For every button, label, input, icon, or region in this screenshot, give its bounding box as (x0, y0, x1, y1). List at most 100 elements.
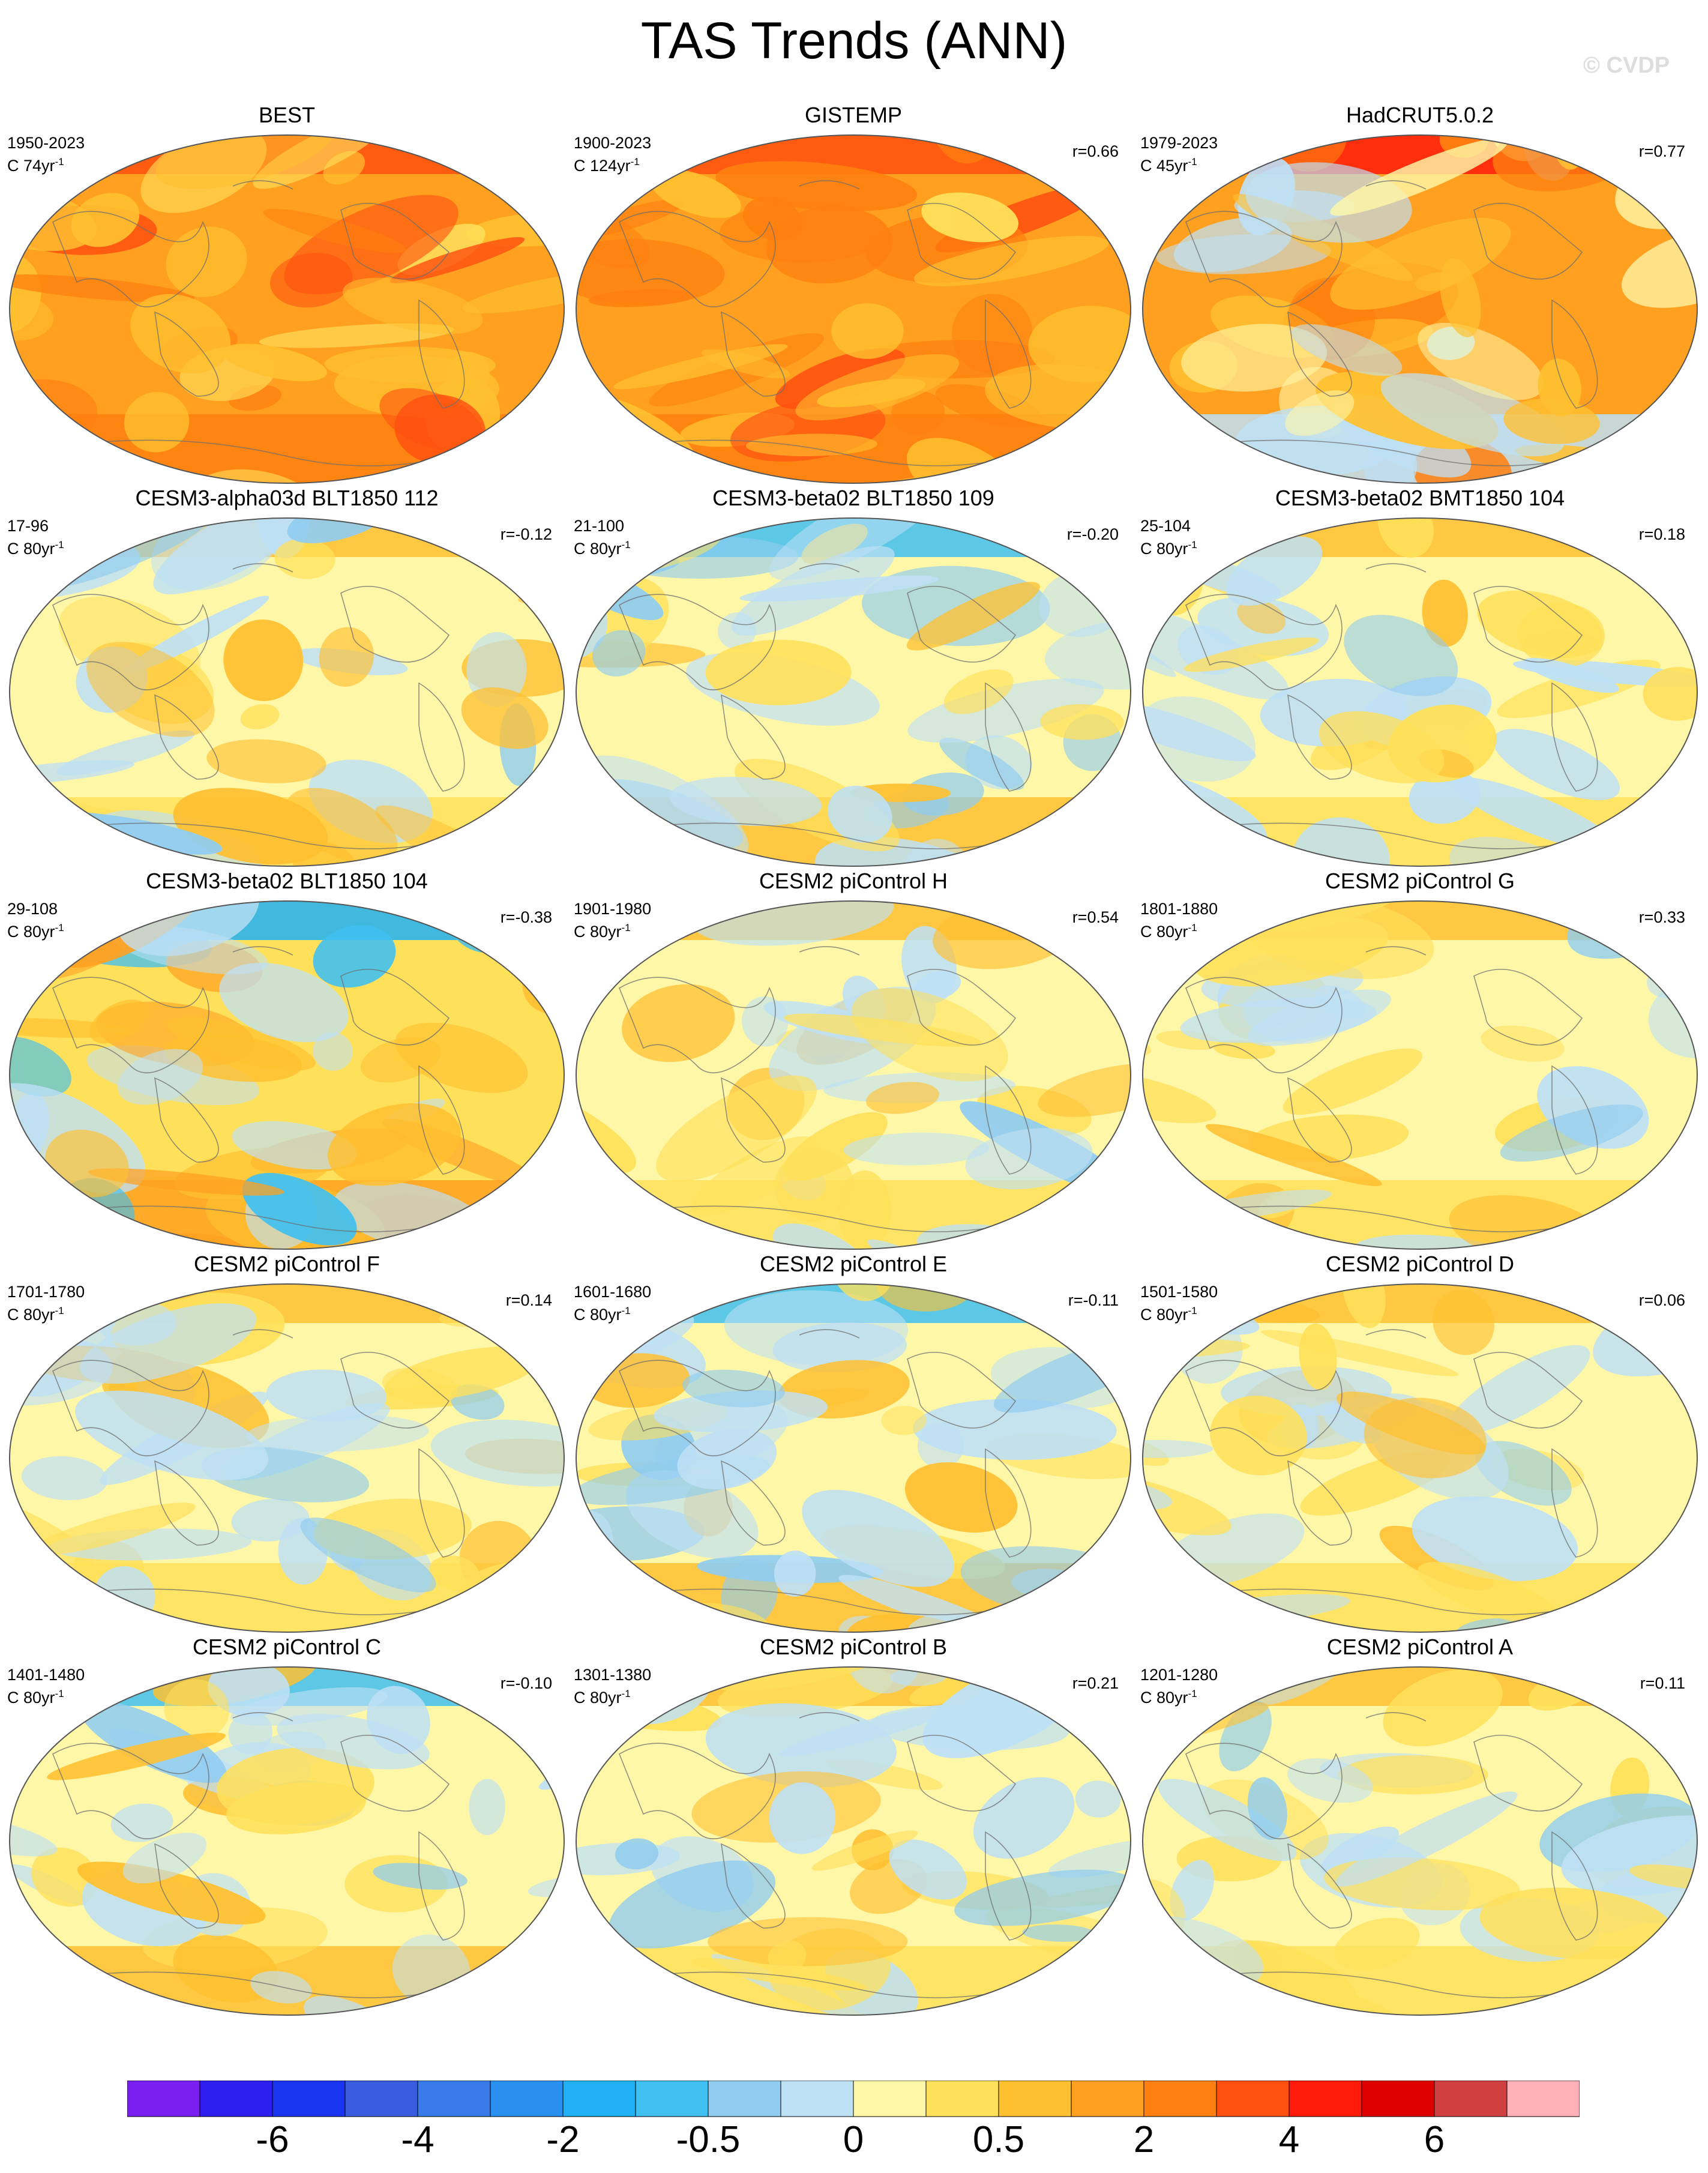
panel-title: CESM2 piControl G (1325, 869, 1515, 893)
map-contour-region (80, 1303, 257, 1384)
map-boundary (9, 900, 565, 1250)
coastline (1473, 203, 1583, 280)
map-contour-region (783, 1013, 982, 1047)
coastline (418, 682, 465, 792)
panel-rate: C 80yr-1 (574, 1305, 631, 1324)
map-contour-region (324, 346, 496, 383)
world-map (576, 1283, 1131, 1633)
map-boundary (576, 1666, 1131, 2016)
map-contour-region (10, 294, 54, 341)
map-contour-region (10, 1971, 19, 2015)
coastline (418, 1448, 465, 1558)
panel-correlation: r=0.21 (1072, 1674, 1119, 1692)
map-contour-region (538, 1743, 564, 1790)
coastline (1551, 1065, 1598, 1175)
map-contour-region (917, 1422, 964, 1469)
map-contour-region (1245, 162, 1412, 243)
map-contour-region (613, 344, 788, 390)
colorbar-swatch (780, 2081, 854, 2117)
map-contour-region (1040, 704, 1124, 740)
panel-years: 17-96 (7, 517, 49, 535)
map-contour-region (1144, 901, 1186, 942)
map-contour-region (313, 1032, 353, 1071)
map-contour-region (783, 1112, 888, 1181)
map-contour-region (461, 687, 549, 749)
panel-correlation: r=0.06 (1638, 1291, 1685, 1309)
panel-title: BEST (258, 103, 316, 127)
map-contour-region (1418, 322, 1544, 400)
map-contour-region (1344, 615, 1458, 696)
panel-rate: C 80yr-1 (7, 1305, 64, 1324)
map-contour-region (1144, 1240, 1265, 1249)
coastline (340, 1735, 450, 1812)
world-map (9, 1283, 565, 1633)
map-contour-region (1065, 135, 1131, 169)
map-contour-region (609, 1860, 776, 1949)
map-contour-region (1138, 1151, 1150, 1233)
map-contour-region (739, 575, 939, 602)
coastline (154, 1460, 219, 1546)
colorbar-swatch (853, 2081, 927, 2117)
colorbar-swatch (635, 2081, 709, 2117)
map-contour-region (1261, 1330, 1459, 1376)
panel-title: GISTEMP (804, 103, 903, 127)
map-contour-region (328, 1103, 461, 1186)
map-contour-region (1409, 768, 1480, 824)
map-contour-region (155, 135, 335, 189)
world-map (9, 1666, 565, 2016)
coastline (1473, 1352, 1583, 1429)
world-map (576, 900, 1131, 1250)
panel-years: 1801-1880 (1140, 900, 1218, 918)
cvdp-watermark: © CVDP (1583, 53, 1670, 78)
coastline (1287, 311, 1352, 397)
map-contour-region (373, 1863, 468, 1890)
map-panel: GISTEMP 1900-2023 C 124yr-1 r=0.66 (571, 102, 1135, 486)
panel-years: 1401-1480 (7, 1666, 85, 1684)
map-contour-region (843, 1132, 989, 1166)
panel-title: CESM2 piControl B (759, 1635, 948, 1659)
panel-rate: C 124yr-1 (574, 156, 640, 175)
map-contour-region (430, 1420, 564, 1487)
panel-years: 1501-1580 (1140, 1283, 1218, 1301)
map-contour-region (88, 1168, 284, 1196)
coastline (154, 1077, 219, 1163)
coastline (985, 299, 1032, 409)
map-contour-region (1377, 518, 1434, 558)
coastline (52, 1743, 209, 1840)
map-contour-region (973, 1777, 1075, 1859)
map-contour-region (952, 294, 1033, 374)
map-contour-region (420, 901, 511, 913)
coastline (232, 1712, 293, 1722)
map-contour-region (10, 1808, 58, 1857)
map-contour-region (1205, 1124, 1382, 1186)
coastline (154, 1843, 219, 1929)
map-contour-region (1156, 135, 1226, 158)
coastline (907, 969, 1017, 1046)
map-contour-region (708, 1917, 908, 1967)
panel-title: CESM2 piControl H (759, 869, 948, 893)
map-contour-region (654, 1390, 828, 1433)
map-contour-region (304, 1995, 401, 2015)
map-contour-region (1330, 218, 1511, 310)
map-panel: CESM2 piControl G 1801-1880 C 80yr-1 r=0… (1138, 868, 1702, 1252)
panel-title: CESM2 piControl F (193, 1252, 380, 1276)
map-boundary (1142, 517, 1698, 867)
map-contour-region (650, 169, 741, 219)
world-map (9, 134, 565, 484)
coastline (418, 299, 465, 409)
coastline (907, 586, 1017, 663)
map-contour-region (29, 1502, 196, 1556)
panel-rate: C 80yr-1 (7, 1688, 64, 1707)
map-contour-region (75, 1390, 269, 1480)
map-contour-region (361, 1037, 441, 1083)
map-contour-region (705, 1703, 897, 1788)
map-contour-region (528, 1874, 564, 1897)
map-contour-region (1449, 837, 1612, 866)
coastline (1551, 682, 1598, 792)
map-contour-region (80, 1988, 130, 2015)
map-contour-region (1410, 2016, 1608, 2018)
coastline (1365, 563, 1427, 573)
map-contour-region (300, 1517, 436, 1593)
map-contour-region (769, 518, 945, 580)
map-boundary (9, 517, 565, 867)
